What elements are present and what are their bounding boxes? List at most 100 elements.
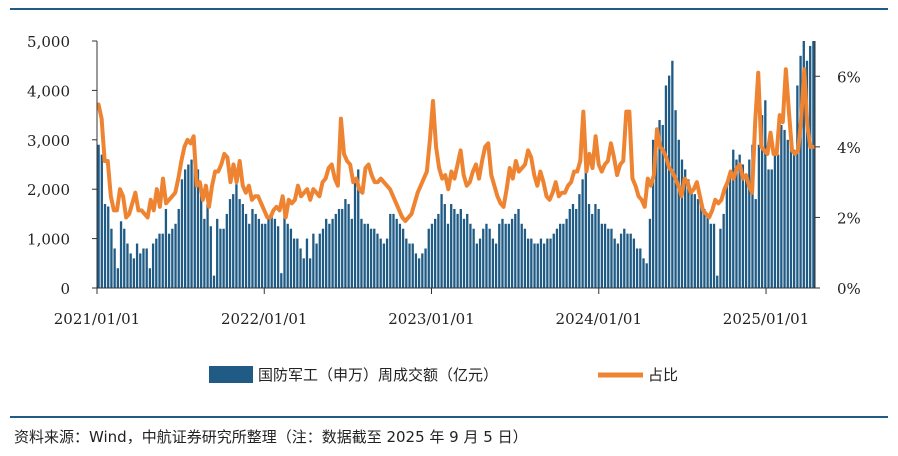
bar bbox=[738, 154, 741, 288]
bar bbox=[642, 258, 645, 288]
legend-bar-label: 国防军工（申万）周成交额（亿元） bbox=[258, 366, 498, 384]
bar bbox=[119, 221, 123, 288]
bar bbox=[812, 41, 815, 288]
bar bbox=[809, 45, 812, 288]
bar bbox=[276, 226, 280, 288]
bar bbox=[562, 223, 565, 288]
bar bbox=[289, 228, 293, 288]
bar bbox=[360, 218, 363, 288]
bar bbox=[366, 223, 370, 288]
line-series bbox=[96, 67, 816, 223]
bar bbox=[626, 233, 629, 288]
bar bbox=[373, 228, 376, 288]
bar bbox=[132, 258, 136, 288]
bar bbox=[270, 213, 273, 288]
bar bbox=[748, 159, 751, 288]
bar bbox=[735, 159, 738, 288]
bar bbox=[337, 208, 341, 288]
bar bbox=[222, 228, 225, 288]
legend: 国防军工（申万）周成交额（亿元） 占比 bbox=[209, 366, 678, 384]
bar bbox=[575, 208, 578, 288]
bar bbox=[469, 223, 472, 288]
bar bbox=[369, 228, 373, 288]
bar bbox=[273, 218, 277, 288]
bar bbox=[325, 218, 328, 288]
y-right-tick-label: 2% bbox=[837, 209, 861, 227]
legend-bar-swatch bbox=[209, 366, 253, 383]
y-left-tick-label: 1,000 bbox=[27, 231, 70, 249]
bar bbox=[600, 223, 603, 288]
bar bbox=[709, 223, 712, 288]
bar bbox=[171, 228, 174, 288]
bar bbox=[357, 169, 360, 288]
bar bbox=[203, 218, 206, 288]
bar bbox=[363, 223, 366, 288]
bar bbox=[434, 218, 437, 288]
bar bbox=[594, 204, 597, 288]
bar bbox=[475, 243, 478, 288]
y-left-tick-label: 2,000 bbox=[27, 181, 70, 199]
bar bbox=[321, 228, 325, 288]
bar bbox=[257, 218, 261, 288]
bar bbox=[309, 258, 312, 288]
bar bbox=[648, 218, 652, 288]
bar bbox=[542, 243, 546, 288]
bar bbox=[443, 204, 446, 288]
y-right-tick-label: 0% bbox=[837, 280, 861, 298]
x-tick-label: 2025/01/01 bbox=[723, 310, 809, 328]
bar bbox=[546, 238, 549, 288]
bar bbox=[552, 233, 555, 288]
bar bbox=[687, 179, 690, 288]
bar bbox=[462, 218, 466, 288]
bar bbox=[677, 139, 680, 288]
bar bbox=[129, 253, 132, 288]
bar bbox=[334, 213, 337, 288]
bar bbox=[684, 169, 687, 288]
axes: 0 1,000 2,000 3,000 4,000 5,000 0% 2% 4% 6% 2021/0… bbox=[27, 33, 861, 328]
bar bbox=[382, 243, 386, 288]
bar bbox=[164, 208, 168, 288]
bar bbox=[514, 213, 517, 288]
bar bbox=[254, 213, 257, 288]
bar bbox=[446, 223, 450, 288]
bar bbox=[651, 139, 655, 288]
y-left-tick-label: 4,000 bbox=[27, 82, 70, 100]
bar bbox=[587, 204, 591, 288]
bar bbox=[597, 208, 600, 288]
bar bbox=[196, 169, 200, 288]
y-left-tick-label: 0 bbox=[60, 280, 70, 298]
bar bbox=[559, 223, 562, 288]
bar bbox=[754, 199, 757, 288]
bar bbox=[716, 275, 719, 288]
bar bbox=[260, 223, 264, 288]
bar bbox=[135, 243, 139, 288]
bar bbox=[139, 253, 142, 288]
bar bbox=[722, 213, 725, 288]
bar bbox=[712, 223, 716, 288]
bar bbox=[318, 233, 321, 288]
bar bbox=[498, 223, 501, 288]
bar bbox=[501, 218, 504, 288]
bar bbox=[376, 233, 379, 288]
bar bbox=[491, 238, 495, 288]
bar bbox=[167, 233, 171, 288]
bar bbox=[770, 169, 773, 288]
bar bbox=[805, 60, 809, 289]
bar bbox=[776, 154, 780, 288]
bar bbox=[174, 223, 177, 288]
bar bbox=[680, 159, 684, 288]
bar bbox=[565, 218, 568, 288]
bar bbox=[225, 213, 228, 288]
bar bbox=[664, 85, 668, 289]
bar bbox=[581, 179, 584, 288]
bar bbox=[658, 120, 661, 288]
bar bbox=[799, 55, 802, 288]
bar bbox=[392, 213, 395, 288]
bar bbox=[280, 273, 283, 288]
bar bbox=[437, 213, 440, 288]
bar bbox=[767, 169, 770, 288]
bar bbox=[350, 218, 353, 288]
bar bbox=[533, 243, 536, 288]
bar bbox=[347, 204, 350, 288]
bar bbox=[539, 238, 543, 288]
